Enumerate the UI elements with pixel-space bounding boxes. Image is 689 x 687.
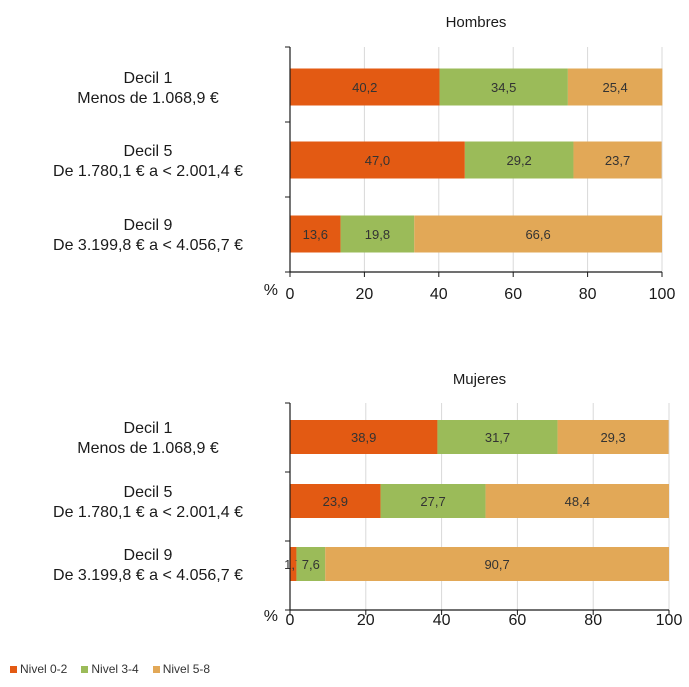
panel-1-data-label: 29,2 xyxy=(506,153,531,168)
legend-swatch-nivel-5-8 xyxy=(152,665,160,673)
panel-2-x-tick-label: 80 xyxy=(584,612,602,629)
panel-1-category-label: Decil 1 Menos de 1.068,9 € xyxy=(77,70,219,107)
panel-2-category-label-line: Decil 1 xyxy=(124,420,173,437)
panel-2-bar-nivel-0-2 xyxy=(290,547,297,581)
panel-2-data-label: 23,9 xyxy=(323,494,348,509)
panel-1-bar-nivel-5-8 xyxy=(567,68,663,106)
chart-svg: Hombres 40,2 34,5 25,4 Decil 1 Menos de 1.068… xyxy=(53,14,683,629)
panel-1-category-label: Decil 5 De 1.780,1 € a < 2.001,4 € xyxy=(53,143,243,180)
panel-1-x-tick-label: 40 xyxy=(430,286,448,303)
panel-2-bar-nivel-0-2 xyxy=(290,420,438,454)
panel-2-data-label: 7,6 xyxy=(302,557,320,572)
panel-1-bar-nivel-5-8 xyxy=(414,215,662,253)
legend-swatch-nivel-0-2 xyxy=(10,665,17,673)
panel-1-bar-nivel-0-2 xyxy=(290,215,341,253)
panel-2-category-label-line: Decil 5 xyxy=(124,484,173,501)
panel-1-data-label: 25,4 xyxy=(602,80,627,95)
panel-2-x-tick-label: 40 xyxy=(433,612,451,629)
panel-2-x-tick-label: 0 xyxy=(286,612,295,629)
panel-2-category-label-line: De 1.780,1 € a < 2.001,4 € xyxy=(53,504,243,521)
panel-2-bar-nivel-3-4 xyxy=(380,484,486,518)
panel-2-data-label: 31,7 xyxy=(485,430,510,445)
panel-1-category-label-line: Decil 9 xyxy=(124,217,173,234)
panel-1-x-unit-label: % xyxy=(264,282,278,299)
panel-2-x-tick-label: 100 xyxy=(656,612,683,629)
panel-1-x-tick-label: 0 xyxy=(286,286,295,303)
panel-2-data-label: 48,4 xyxy=(565,494,590,509)
panel-2-category-label-line: Decil 9 xyxy=(124,547,173,564)
panel-1-data-label: 66,6 xyxy=(525,227,550,242)
legend-item-nivel-3-4: Nivel 3-4 xyxy=(81,662,139,676)
panel-1-data-label: 13,6 xyxy=(303,227,328,242)
legend-label-nivel-5-8: Nivel 5-8 xyxy=(162,662,211,676)
panel-1-x-tick-label: 100 xyxy=(649,286,676,303)
panel-1-data-label: 19,8 xyxy=(365,227,390,242)
panel-1-bar-nivel-0-2 xyxy=(290,141,465,179)
panel-1-data-label: 23,7 xyxy=(605,153,630,168)
panel-2-category-label-line: De 3.199,8 € a < 4.056,7 € xyxy=(53,567,243,584)
panel-1-bar-nivel-3-4 xyxy=(464,141,574,179)
legend-item-nivel-0-2: Nivel 0-2 xyxy=(10,662,67,676)
panel-2-bar-nivel-3-4 xyxy=(437,420,558,454)
panel-2-x-tick-label: 60 xyxy=(509,612,527,629)
panel-1-bar-nivel-3-4 xyxy=(340,215,415,253)
panel-1-x-tick-label: 60 xyxy=(504,286,522,303)
panel-2-category-label: Decil 1 Menos de 1.068,9 € xyxy=(77,420,219,457)
panel-1-data-label: 40,2 xyxy=(352,80,377,95)
panel-1-category-label-line: Menos de 1.068,9 € xyxy=(77,90,219,107)
panel-2-data-label: 38,9 xyxy=(351,430,376,445)
panel-2-category-label: Decil 9 De 3.199,8 € a < 4.056,7 € xyxy=(53,547,243,584)
panel-1-bar-nivel-5-8 xyxy=(573,141,662,179)
panel-2-category-label: Decil 5 De 1.780,1 € a < 2.001,4 € xyxy=(53,484,243,521)
panel-1-data-label: 47,0 xyxy=(365,153,390,168)
chart-legend: Nivel 0-2 Nivel 3-4 Nivel 5-8 xyxy=(10,662,210,676)
panel-2-bar-nivel-3-4 xyxy=(296,547,326,581)
panel-2-title: Mujeres xyxy=(453,371,506,388)
panel-1-category-label: Decil 9 De 3.199,8 € a < 4.056,7 € xyxy=(53,217,243,254)
legend-swatch-nivel-3-4 xyxy=(81,665,89,673)
panel-1-title: Hombres xyxy=(446,14,507,31)
panel-1-x-tick-label: 80 xyxy=(579,286,597,303)
panel-1-bar-nivel-0-2 xyxy=(290,68,440,106)
panel-2-x-unit-label: % xyxy=(264,608,278,625)
panel-1-x-tick-label: 20 xyxy=(356,286,374,303)
panel-1-data-label: 34,5 xyxy=(491,80,516,95)
panel-1-category-label-line: De 1.780,1 € a < 2.001,4 € xyxy=(53,163,243,180)
panel-2-category-label-line: Menos de 1.068,9 € xyxy=(77,440,219,457)
legend-label-nivel-3-4: Nivel 3-4 xyxy=(91,662,139,676)
panel-2-x-tick-label: 20 xyxy=(357,612,375,629)
panel-2-bar-nivel-5-8 xyxy=(557,420,669,454)
panel-2-bar-nivel-5-8 xyxy=(485,484,669,518)
panel-1-category-label-line: De 3.199,8 € a < 4.056,7 € xyxy=(53,237,243,254)
legend-label-nivel-0-2: Nivel 0-2 xyxy=(20,662,68,676)
panel-2-data-label: 29,3 xyxy=(600,430,625,445)
legend-item-nivel-5-8: Nivel 5-8 xyxy=(152,662,211,676)
panel-2-bar-nivel-0-2 xyxy=(290,484,381,518)
panel-2-bar-nivel-5-8 xyxy=(325,547,669,581)
panel-2-data-label: 27,7 xyxy=(420,494,445,509)
panel-1-bar-nivel-3-4 xyxy=(439,68,568,106)
panel-1-category-label-line: Decil 5 xyxy=(124,143,173,160)
panel-2-data-label: 90,7 xyxy=(484,557,509,572)
panel-1-category-label-line: Decil 1 xyxy=(124,70,173,87)
